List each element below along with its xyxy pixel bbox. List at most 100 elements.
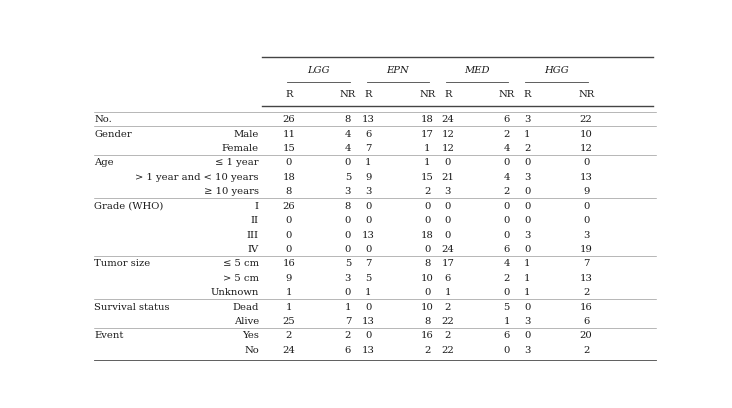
Text: 16: 16	[580, 303, 593, 312]
Text: 0: 0	[524, 331, 531, 340]
Text: 1: 1	[365, 158, 372, 167]
Text: R: R	[285, 90, 293, 99]
Text: 13: 13	[362, 115, 375, 124]
Text: 15: 15	[421, 173, 434, 182]
Text: 4: 4	[345, 144, 351, 153]
Text: 13: 13	[362, 231, 375, 239]
Text: 0: 0	[504, 346, 510, 355]
Text: 0: 0	[583, 158, 589, 167]
Text: 1: 1	[285, 303, 292, 312]
Text: NR: NR	[340, 90, 356, 99]
Text: 1: 1	[524, 274, 531, 283]
Text: 0: 0	[583, 216, 589, 225]
Text: 4: 4	[345, 130, 351, 139]
Text: 16: 16	[421, 331, 434, 340]
Text: 3: 3	[524, 231, 531, 239]
Text: 7: 7	[583, 259, 589, 268]
Text: NR: NR	[498, 90, 515, 99]
Text: 0: 0	[285, 245, 292, 254]
Text: No.: No.	[94, 115, 112, 124]
Text: 1: 1	[444, 288, 451, 297]
Text: 17: 17	[421, 130, 434, 139]
Text: 0: 0	[365, 202, 372, 211]
Text: 0: 0	[444, 216, 451, 225]
Text: 2: 2	[504, 130, 510, 139]
Text: 0: 0	[524, 216, 531, 225]
Text: 6: 6	[504, 245, 510, 254]
Text: R: R	[523, 90, 531, 99]
Text: 10: 10	[580, 130, 593, 139]
Text: 25: 25	[283, 317, 295, 326]
Text: 1: 1	[345, 303, 351, 312]
Text: 3: 3	[524, 346, 531, 355]
Text: R: R	[444, 90, 452, 99]
Text: 24: 24	[441, 115, 454, 124]
Text: NR: NR	[578, 90, 594, 99]
Text: 22: 22	[441, 317, 454, 326]
Text: 24: 24	[441, 245, 454, 254]
Text: 0: 0	[424, 202, 430, 211]
Text: 2: 2	[583, 346, 589, 355]
Text: 8: 8	[424, 259, 430, 268]
Text: 0: 0	[345, 158, 351, 167]
Text: 21: 21	[441, 173, 454, 182]
Text: 0: 0	[424, 245, 430, 254]
Text: 1: 1	[524, 130, 531, 139]
Text: 13: 13	[362, 346, 375, 355]
Text: 16: 16	[283, 259, 295, 268]
Text: 7: 7	[365, 259, 372, 268]
Text: 10: 10	[421, 274, 434, 283]
Text: 0: 0	[583, 202, 589, 211]
Text: 22: 22	[580, 115, 593, 124]
Text: 3: 3	[524, 115, 531, 124]
Text: HGG: HGG	[545, 67, 569, 75]
Text: 8: 8	[345, 202, 351, 211]
Text: ≤ 5 cm: ≤ 5 cm	[223, 259, 259, 268]
Text: 2: 2	[504, 274, 510, 283]
Text: 9: 9	[583, 187, 589, 196]
Text: 1: 1	[504, 317, 510, 326]
Text: ≤ 1 year: ≤ 1 year	[215, 158, 259, 167]
Text: 6: 6	[444, 274, 451, 283]
Text: 12: 12	[441, 144, 454, 153]
Text: 8: 8	[285, 187, 292, 196]
Text: MED: MED	[465, 67, 490, 75]
Text: 0: 0	[444, 202, 451, 211]
Text: 0: 0	[345, 231, 351, 239]
Text: 8: 8	[424, 317, 430, 326]
Text: 2: 2	[524, 144, 531, 153]
Text: 0: 0	[365, 245, 372, 254]
Text: 7: 7	[365, 144, 372, 153]
Text: Survival status: Survival status	[94, 303, 170, 312]
Text: II: II	[251, 216, 259, 225]
Text: 5: 5	[345, 173, 351, 182]
Text: 26: 26	[283, 115, 295, 124]
Text: 6: 6	[583, 317, 589, 326]
Text: 3: 3	[583, 231, 589, 239]
Text: 1: 1	[285, 288, 292, 297]
Text: 9: 9	[365, 173, 372, 182]
Text: 0: 0	[285, 216, 292, 225]
Text: 19: 19	[580, 245, 593, 254]
Text: 1: 1	[365, 288, 372, 297]
Text: 2: 2	[285, 331, 292, 340]
Text: 3: 3	[524, 317, 531, 326]
Text: 24: 24	[283, 346, 295, 355]
Text: 1: 1	[424, 158, 430, 167]
Text: 18: 18	[421, 115, 434, 124]
Text: Female: Female	[222, 144, 259, 153]
Text: 10: 10	[421, 303, 434, 312]
Text: 13: 13	[362, 317, 375, 326]
Text: 0: 0	[504, 202, 510, 211]
Text: Male: Male	[234, 130, 259, 139]
Text: 0: 0	[444, 231, 451, 239]
Text: 2: 2	[424, 187, 430, 196]
Text: 0: 0	[285, 231, 292, 239]
Text: 1: 1	[524, 259, 531, 268]
Text: 3: 3	[524, 173, 531, 182]
Text: 0: 0	[524, 245, 531, 254]
Text: 2: 2	[444, 303, 451, 312]
Text: 3: 3	[365, 187, 372, 196]
Text: NR: NR	[419, 90, 436, 99]
Text: 0: 0	[424, 216, 430, 225]
